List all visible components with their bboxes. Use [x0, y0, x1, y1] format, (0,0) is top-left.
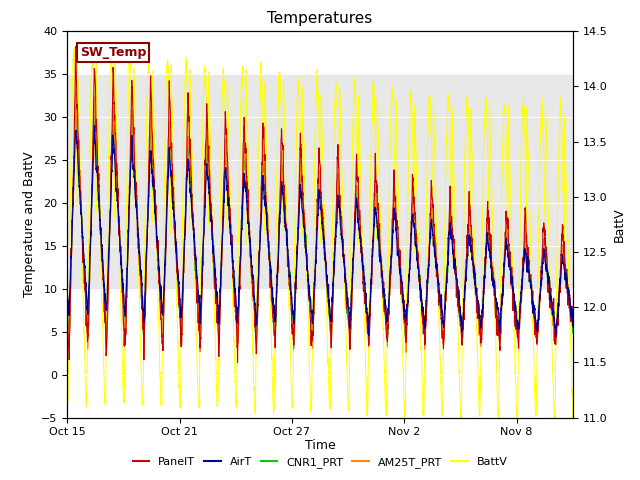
Text: SW_Temp: SW_Temp: [80, 46, 146, 60]
Y-axis label: BattV: BattV: [613, 207, 626, 242]
Bar: [67, 74, 573, 289]
X-axis label: Time: Time: [305, 439, 335, 452]
Y-axis label: Temperature and BattV: Temperature and BattV: [22, 152, 36, 297]
Legend: PanelT, AirT, CNR1_PRT, AM25T_PRT, BattV: PanelT, AirT, CNR1_PRT, AM25T_PRT, BattV: [128, 452, 512, 472]
Title: Temperatures: Temperatures: [268, 11, 372, 26]
